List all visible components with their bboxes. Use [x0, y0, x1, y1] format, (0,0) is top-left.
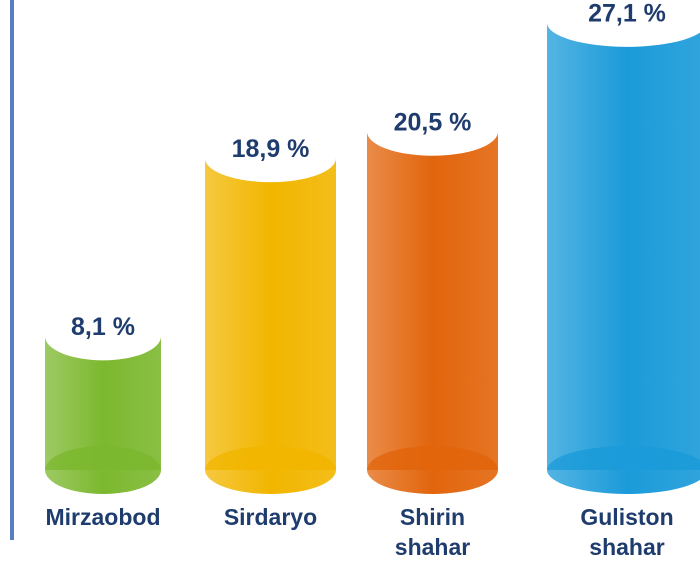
category-label: Guliston shahar: [580, 504, 674, 560]
bar-top: [45, 312, 161, 361]
bar-top: [547, 0, 700, 47]
bar-top: [367, 107, 498, 156]
bar: [205, 158, 336, 470]
bar-top: [205, 134, 336, 183]
value-label: 8,1 %: [71, 313, 135, 341]
category-label: Sirdaryo: [223, 504, 318, 530]
left-border: [10, 0, 14, 540]
value-label: 20,5 %: [394, 108, 472, 136]
value-label: 18,9 %: [232, 135, 310, 163]
bar: [547, 22, 700, 470]
bar: [367, 131, 498, 470]
category-label: Mirzaobod: [45, 504, 161, 530]
category-label: Shirin shahar: [394, 504, 471, 560]
value-label: 27,1 %: [588, 0, 666, 27]
